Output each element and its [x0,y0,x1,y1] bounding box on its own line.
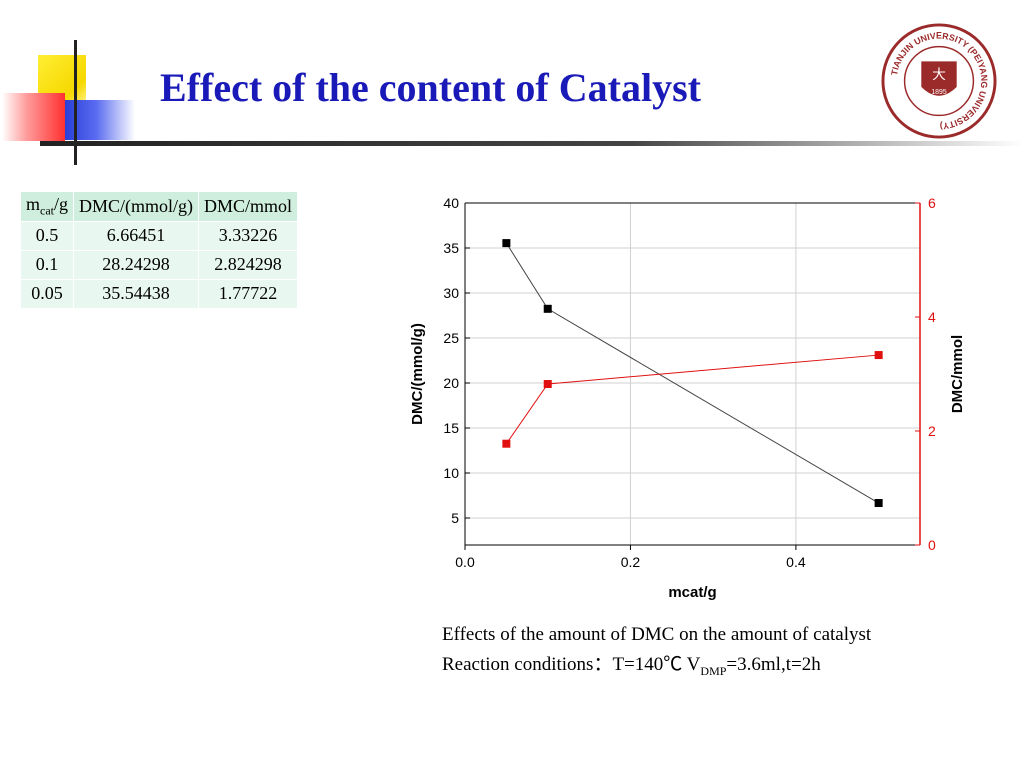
table-cell: 28.24298 [73,249,200,280]
svg-text:大: 大 [932,67,946,83]
y-tick-label: 30 [443,285,459,301]
dmc-catalyst-chart: 5 10 15 20 25 30 35 40 0 2 4 6 0.0 0.2 0.4 mcat/g DMC/(m… [409,195,966,601]
table-cell: 2.824298 [198,249,299,280]
table-row: 0.5 6.66451 3.33226 [19,220,299,251]
caption-line-1: Effects of the amount of DMC on the amou… [442,624,872,645]
table-cell: 0.1 [19,249,75,280]
y-tick-label: 35 [443,240,459,256]
series-line-left [505,242,879,504]
y-tick-label: 10 [443,465,459,481]
y-tick-label: 40 [443,195,459,211]
university-logo: TIANJIN UNIVERSITY (PEIYANG UNIVERSITY) … [881,23,997,139]
table-cell: 0.05 [19,278,75,309]
y-tick-label: 25 [443,330,459,346]
column-header: mcat/g [19,191,75,222]
data-point-right [502,439,511,448]
data-table: mcat/g DMC/(mmol/g) DMC/mmol 0.5 6.66451… [19,191,299,309]
y-tick-label: 20 [443,375,459,391]
page-title: Effect of the content of Catalyst [160,65,701,110]
decorative-vertical-line [74,40,77,165]
y2-tick-label: 6 [928,195,936,211]
data-point-right [874,351,883,360]
table-cell: 0.5 [19,220,75,251]
y2-axis-label: DMC/mmol [949,335,966,413]
x-tick-label: 0.2 [621,554,641,570]
table-row: 0.05 35.54438 1.77722 [19,278,299,309]
data-point-left [502,239,511,248]
table-cell: 3.33226 [198,220,299,251]
y-tick-label: 15 [443,420,459,436]
x-tick-label: 0.0 [455,554,475,570]
decorative-red-gradient-bar [2,93,65,141]
svg-text:1895: 1895 [931,89,946,96]
table-cell: 1.77722 [198,278,299,309]
series-line-right [505,354,879,444]
y2-tick-label: 2 [928,423,936,439]
table-cell: 6.66451 [73,220,200,251]
data-point-right [543,380,552,389]
y2-tick-label: 4 [928,309,936,325]
data-point-left [543,304,552,313]
caption-line-2: Reaction conditions：T=140℃ VDMP=3.6ml,t=… [442,654,821,678]
column-header: DMC/mmol [198,191,299,222]
x-tick-label: 0.4 [786,554,806,570]
x-axis-label: mcat/g [668,584,716,601]
column-header: DMC/(mmol/g) [73,191,200,222]
figure-caption: Effects of the amount of DMC on the amou… [442,620,1002,686]
data-point-left [874,499,883,508]
y2-tick-label: 0 [928,537,936,553]
table-cell: 35.54438 [73,278,200,309]
table-header-row: mcat/g DMC/(mmol/g) DMC/mmol [19,191,299,222]
y-tick-label: 5 [451,510,459,526]
table-row: 0.1 28.24298 2.824298 [19,249,299,280]
title-underline [40,141,1024,146]
y-axis-label: DMC/(mmol/g) [409,323,426,425]
